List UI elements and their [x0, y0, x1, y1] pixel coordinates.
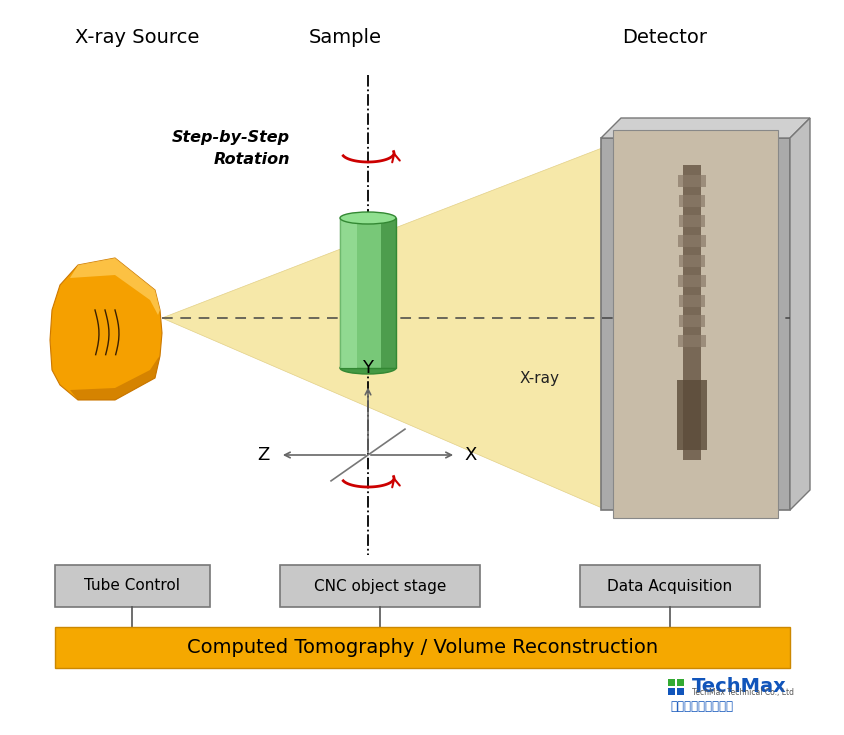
- Bar: [55, 627, 789, 668]
- Polygon shape: [612, 130, 777, 518]
- Text: Data Acquisition: Data Acquisition: [607, 578, 732, 593]
- Bar: [668, 688, 674, 695]
- Polygon shape: [339, 218, 396, 368]
- Text: X-ray: X-ray: [519, 370, 560, 385]
- Polygon shape: [679, 295, 704, 307]
- Text: Y: Y: [362, 359, 373, 376]
- Text: 科　遠　斯　集　團: 科 遠 斯 集 團: [669, 700, 732, 714]
- Polygon shape: [679, 255, 704, 267]
- Text: X: X: [463, 446, 476, 464]
- Text: Computed Tomography / Volume Reconstruction: Computed Tomography / Volume Reconstruct…: [187, 638, 657, 657]
- Polygon shape: [339, 218, 356, 368]
- Polygon shape: [677, 275, 706, 287]
- Text: Tube Control: Tube Control: [84, 578, 181, 593]
- Text: Sample: Sample: [308, 28, 381, 47]
- Ellipse shape: [339, 212, 396, 224]
- Polygon shape: [679, 215, 704, 227]
- Text: Rotation: Rotation: [214, 152, 289, 167]
- Text: TechMax Technical Co., Ltd: TechMax Technical Co., Ltd: [691, 689, 793, 698]
- Bar: [279, 565, 479, 607]
- Bar: [676, 688, 683, 695]
- Polygon shape: [682, 165, 701, 460]
- Bar: [676, 679, 683, 686]
- Ellipse shape: [339, 362, 396, 374]
- Polygon shape: [70, 356, 160, 400]
- Polygon shape: [679, 195, 704, 207]
- Polygon shape: [677, 235, 706, 247]
- Text: Step-by-Step: Step-by-Step: [171, 130, 289, 145]
- Text: CNC object stage: CNC object stage: [313, 578, 446, 593]
- Polygon shape: [677, 335, 706, 347]
- Bar: [668, 679, 674, 686]
- Polygon shape: [600, 118, 809, 138]
- Text: X-ray Source: X-ray Source: [75, 28, 199, 47]
- Polygon shape: [600, 138, 789, 510]
- Bar: [579, 565, 759, 607]
- Polygon shape: [162, 148, 601, 508]
- Polygon shape: [679, 315, 704, 327]
- Polygon shape: [789, 118, 809, 510]
- Polygon shape: [50, 258, 162, 400]
- Polygon shape: [676, 380, 706, 450]
- Bar: [55, 565, 210, 607]
- Text: TechMax: TechMax: [691, 676, 786, 695]
- Text: Z: Z: [257, 446, 270, 464]
- Text: Detector: Detector: [622, 28, 706, 47]
- Polygon shape: [380, 218, 396, 368]
- Polygon shape: [70, 258, 160, 315]
- Polygon shape: [677, 175, 706, 187]
